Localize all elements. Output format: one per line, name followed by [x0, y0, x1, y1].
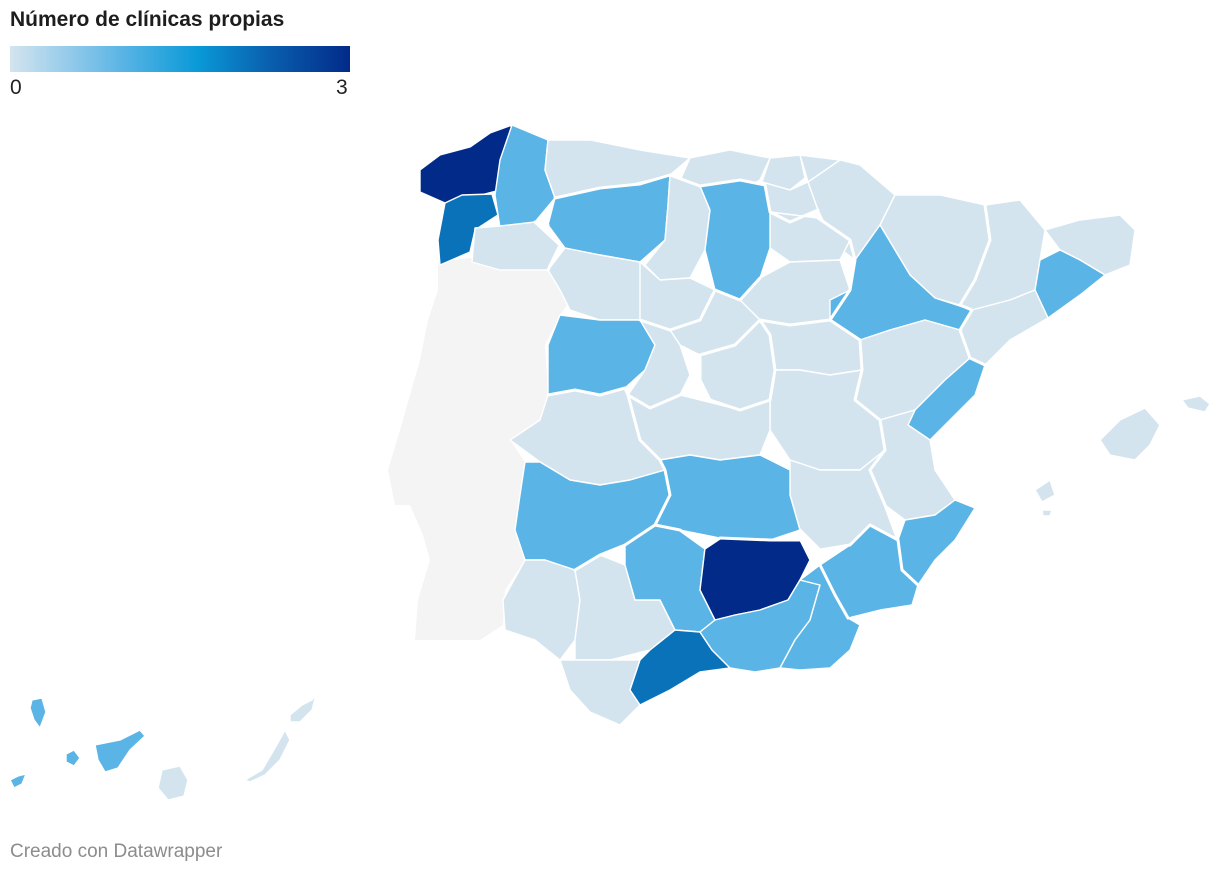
community-borders — [533, 173, 992, 620]
map-title: Número de clínicas propias — [10, 8, 285, 31]
region-las-palmas-lanzarote[interactable] — [289, 694, 317, 723]
region-huelva[interactable] — [502, 559, 581, 661]
datawrapper-credit: Creado con Datawrapper — [10, 841, 223, 862]
region-las-palmas-fuerteventura[interactable] — [244, 729, 291, 783]
region-illes-balears-menorca[interactable] — [1181, 395, 1211, 413]
portugal-area — [388, 258, 578, 640]
legend-max-label: 3 — [336, 76, 348, 99]
region-illes-balears-ibiza[interactable] — [1034, 479, 1056, 503]
region-ciudad-real[interactable] — [654, 454, 801, 541]
region-santa-cruz-tenerife-el-hierro[interactable] — [9, 773, 27, 789]
legend-min-label: 0 — [10, 76, 22, 99]
region-santa-cruz-tenerife-la-palma[interactable] — [29, 697, 47, 729]
region-santa-cruz-tenerife[interactable] — [94, 729, 146, 773]
region-illes-balears-formentera[interactable] — [1041, 509, 1053, 517]
region-las-palmas-gran-canaria[interactable] — [157, 765, 189, 801]
region-santa-cruz-tenerife-la-gomera[interactable] — [65, 749, 81, 767]
region-bizkaia[interactable] — [761, 154, 806, 191]
region-illes-balears[interactable] — [1099, 407, 1161, 461]
region-ourense[interactable] — [471, 221, 561, 271]
region-cadiz[interactable] — [559, 659, 641, 726]
legend-color-scale — [10, 46, 350, 72]
